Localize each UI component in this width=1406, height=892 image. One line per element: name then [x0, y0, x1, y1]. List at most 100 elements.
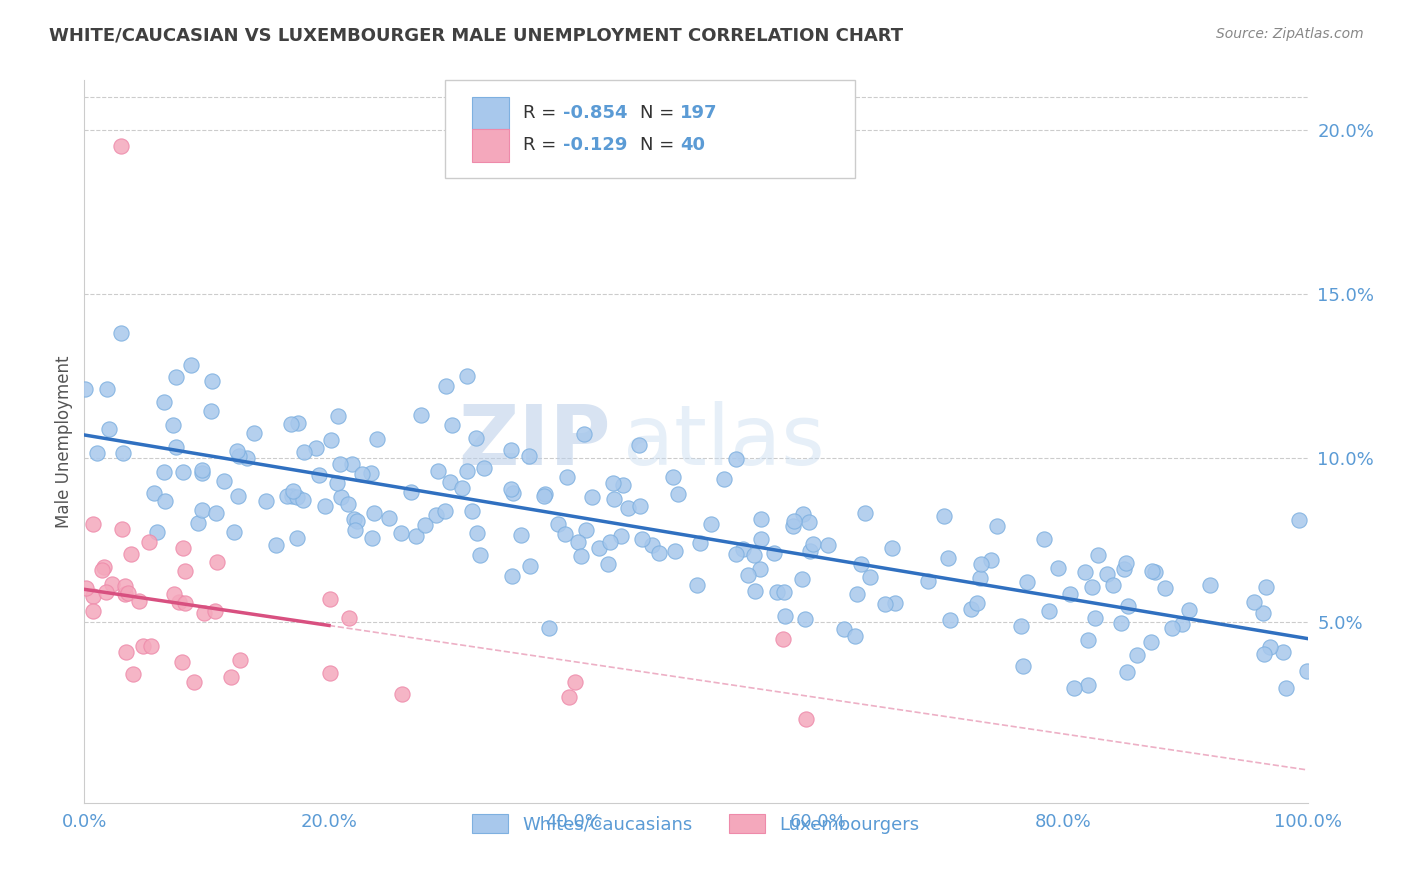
Point	[264, 538, 287, 552]
Point	[363, 507, 385, 521]
Point	[581, 490, 603, 504]
Point	[547, 516, 569, 531]
Point	[846, 587, 869, 601]
Point	[153, 465, 176, 479]
Point	[571, 549, 593, 564]
Point	[276, 489, 298, 503]
Point	[969, 571, 991, 585]
Point	[628, 499, 651, 513]
Point	[405, 529, 427, 543]
Point	[167, 594, 190, 608]
FancyBboxPatch shape	[446, 80, 855, 178]
Point	[82, 589, 104, 603]
Point	[588, 541, 610, 555]
Point	[366, 432, 388, 446]
Point	[142, 486, 165, 500]
Point	[501, 483, 523, 497]
Point	[187, 516, 209, 531]
Point	[146, 524, 169, 539]
Point	[94, 585, 117, 599]
Point	[344, 523, 367, 537]
Point	[533, 489, 555, 503]
Point	[117, 585, 139, 599]
Point	[439, 475, 461, 489]
Point	[1063, 681, 1085, 695]
Point	[884, 596, 907, 610]
Point	[165, 441, 187, 455]
Text: -0.129: -0.129	[562, 136, 627, 154]
Point	[201, 375, 224, 389]
Point	[114, 586, 136, 600]
Point	[564, 674, 586, 689]
Point	[451, 481, 474, 495]
Point	[308, 468, 330, 483]
Point	[1116, 665, 1139, 680]
Text: Source: ZipAtlas.com: Source: ZipAtlas.com	[1216, 27, 1364, 41]
Point	[1011, 658, 1033, 673]
Point	[204, 604, 226, 618]
Point	[110, 139, 132, 153]
Point	[174, 596, 197, 610]
Point	[1295, 664, 1317, 678]
Point	[180, 359, 202, 373]
Point	[346, 514, 368, 528]
Point	[1077, 678, 1099, 692]
Point	[773, 585, 796, 599]
Point	[1017, 575, 1039, 590]
Point	[128, 594, 150, 608]
Point	[742, 548, 765, 562]
Point	[314, 499, 336, 513]
Point	[226, 489, 249, 503]
Point	[172, 541, 194, 555]
Point	[468, 548, 491, 562]
Point	[794, 712, 817, 726]
Point	[427, 464, 450, 478]
Point	[1077, 633, 1099, 648]
Point	[110, 326, 132, 341]
Point	[82, 604, 104, 618]
Point	[1038, 604, 1060, 618]
Point	[799, 544, 821, 558]
Point	[558, 690, 581, 704]
Point	[1097, 566, 1119, 581]
Point	[461, 503, 484, 517]
Point	[75, 383, 97, 397]
Point	[685, 577, 707, 591]
Point	[243, 425, 266, 440]
Point	[440, 418, 463, 433]
Point	[75, 581, 97, 595]
Point	[599, 534, 621, 549]
Point	[603, 492, 626, 507]
Point	[319, 666, 342, 681]
Point	[1059, 587, 1081, 601]
Point	[1140, 635, 1163, 649]
Point	[205, 555, 228, 569]
Point	[319, 434, 342, 448]
Point	[82, 516, 104, 531]
Point	[1118, 599, 1140, 613]
Point	[873, 598, 896, 612]
Point	[401, 485, 423, 500]
Point	[101, 577, 124, 591]
Point	[749, 512, 772, 526]
Point	[221, 670, 243, 684]
Point	[337, 610, 360, 624]
Point	[193, 607, 215, 621]
Point	[1047, 561, 1070, 575]
Point	[1170, 616, 1192, 631]
Point	[1253, 648, 1275, 662]
Point	[465, 526, 488, 541]
Point	[413, 517, 436, 532]
Point	[111, 522, 134, 536]
Point	[664, 544, 686, 558]
Point	[292, 445, 315, 459]
Point	[725, 451, 748, 466]
Point	[1010, 619, 1032, 633]
Point	[1111, 615, 1133, 630]
Point	[281, 489, 304, 503]
Point	[1032, 532, 1054, 546]
Text: N =: N =	[640, 103, 679, 122]
Point	[329, 490, 352, 504]
Point	[602, 476, 624, 491]
Point	[191, 466, 214, 480]
